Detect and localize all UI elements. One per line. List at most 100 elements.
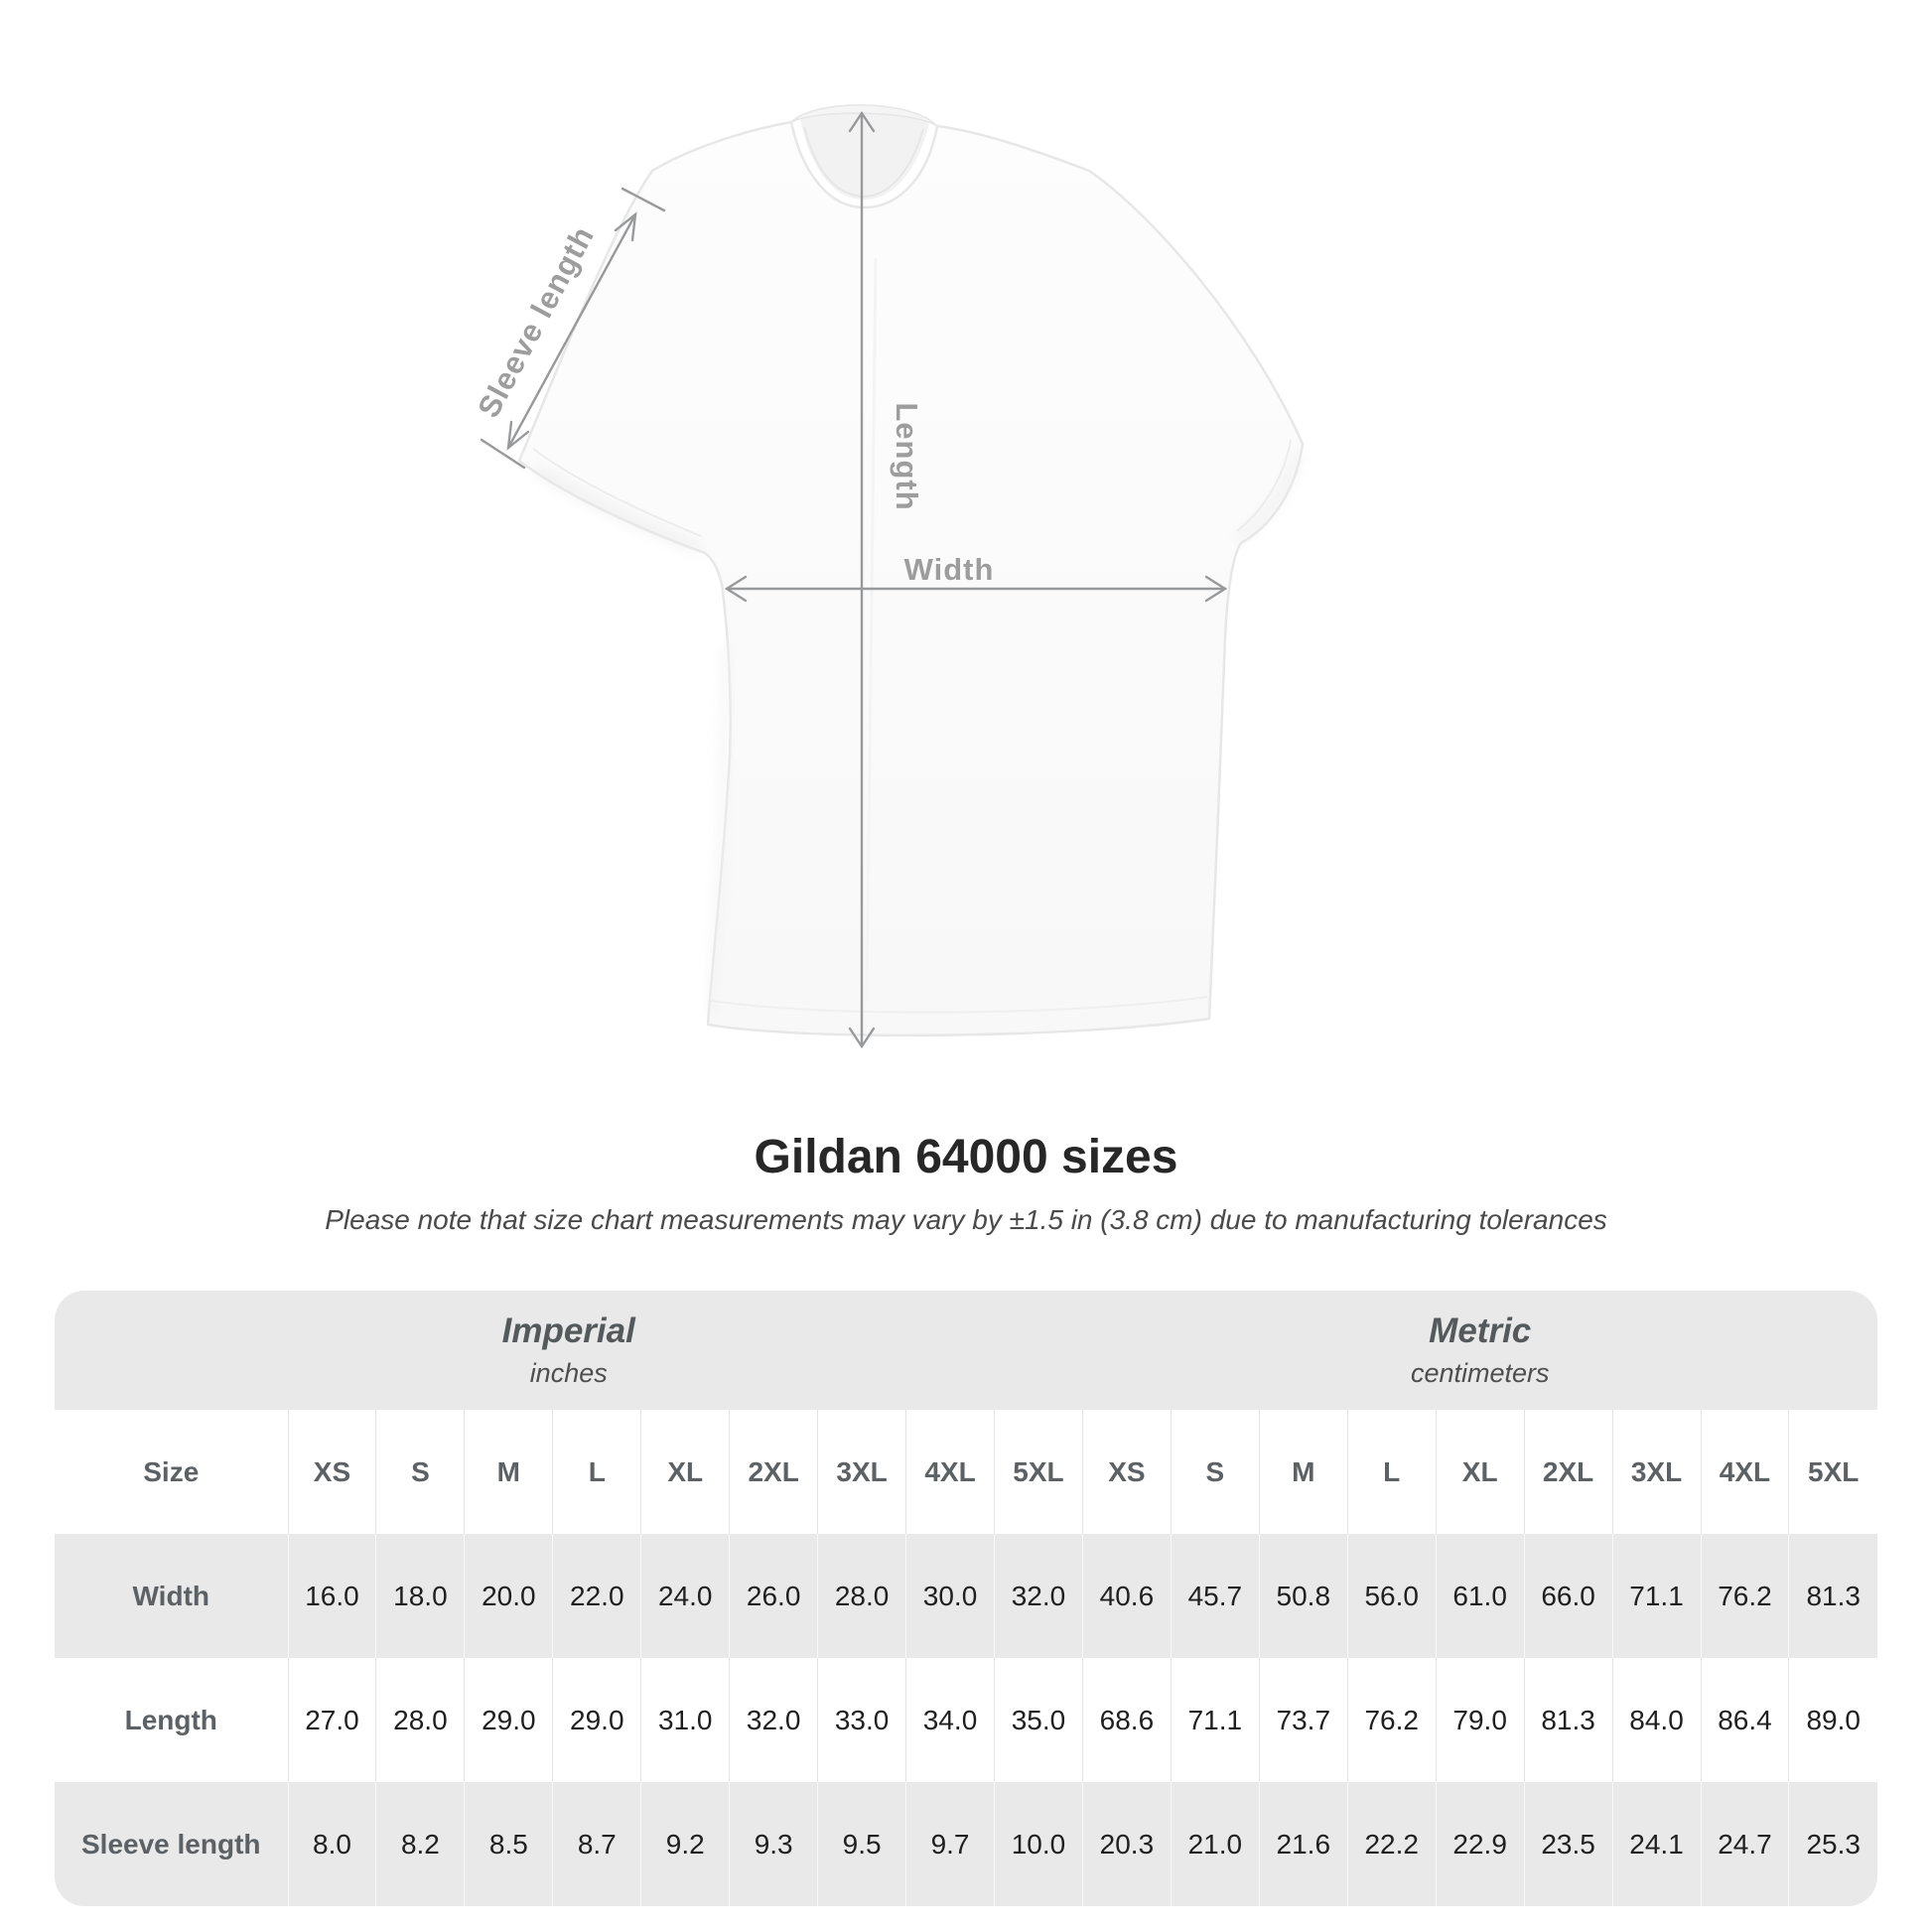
- value-cell: 28.0: [375, 1658, 465, 1782]
- value-cell: 10.0: [994, 1782, 1083, 1906]
- value-cell: 89.0: [1788, 1658, 1877, 1782]
- value-cell: 24.0: [640, 1534, 730, 1658]
- size-col-header: 2XL: [1523, 1410, 1613, 1534]
- value-cell: 30.0: [905, 1534, 995, 1658]
- size-col-header: XL: [1435, 1410, 1525, 1534]
- size-header-row: Size XS S M L XL 2XL 3XL 4XL 5XL XS S M …: [55, 1410, 1877, 1534]
- collar-back-band: [790, 104, 938, 127]
- unit-header-row: Imperial inches Metric centimeters: [55, 1291, 1877, 1410]
- sleeve-length-row: Sleeve length 8.0 8.2 8.5 8.7 9.2 9.3 9.…: [55, 1782, 1877, 1906]
- tolerance-note: Please note that size chart measurements…: [325, 1204, 1607, 1235]
- value-cell: 27.0: [287, 1658, 376, 1782]
- value-cell: 40.6: [1081, 1534, 1172, 1658]
- value-cell: 29.0: [464, 1658, 553, 1782]
- crease-line: [865, 257, 878, 1002]
- value-cell: 9.7: [905, 1782, 995, 1906]
- value-cell: 21.6: [1258, 1782, 1348, 1906]
- size-col-header: XL: [640, 1410, 730, 1534]
- value-cell: 8.2: [375, 1782, 465, 1906]
- size-col-header: 4XL: [1700, 1410, 1789, 1534]
- value-cell: 31.0: [640, 1658, 730, 1782]
- value-cell: 22.9: [1435, 1782, 1525, 1906]
- value-cell: 32.0: [994, 1534, 1083, 1658]
- tshirt-figure: Length Width Sleeve length: [471, 104, 1305, 1049]
- sleeve-hem-seam-left: [532, 448, 702, 537]
- sleeve-shadow-left: [533, 465, 702, 554]
- value-cell: 8.5: [464, 1782, 553, 1906]
- value-cell: 24.1: [1611, 1782, 1701, 1906]
- size-col-header: S: [1170, 1410, 1260, 1534]
- row-label: Sleeve length: [55, 1782, 288, 1906]
- length-label: Length: [890, 402, 924, 510]
- collar-opening: [800, 110, 929, 200]
- value-cell: 23.5: [1523, 1782, 1613, 1906]
- imperial-title: Imperial: [501, 1311, 635, 1350]
- value-cell: 71.1: [1611, 1534, 1701, 1658]
- value-cell: 9.5: [817, 1782, 906, 1906]
- value-cell: 71.1: [1170, 1658, 1260, 1782]
- value-cell: 45.7: [1170, 1534, 1260, 1658]
- value-cell: 68.6: [1081, 1658, 1172, 1782]
- value-cell: 81.3: [1523, 1658, 1613, 1782]
- value-cell: 9.2: [640, 1782, 730, 1906]
- length-arrow: [848, 110, 876, 1049]
- value-cell: 76.2: [1700, 1534, 1789, 1658]
- row-label: Length: [55, 1658, 288, 1782]
- value-cell: 25.3: [1788, 1782, 1877, 1906]
- value-cell: 16.0: [287, 1534, 376, 1658]
- imperial-unit: inches: [529, 1358, 608, 1388]
- value-cell: 81.3: [1788, 1534, 1877, 1658]
- size-col-header: L: [1346, 1410, 1437, 1534]
- row-label: Width: [55, 1534, 288, 1658]
- value-cell: 84.0: [1611, 1658, 1701, 1782]
- value-cell: 50.8: [1258, 1534, 1348, 1658]
- value-cell: 35.0: [994, 1658, 1083, 1782]
- metric-unit: centimeters: [1410, 1358, 1550, 1388]
- size-label: Size: [55, 1410, 288, 1534]
- value-cell: 26.0: [729, 1534, 818, 1658]
- size-col-header: XS: [1081, 1410, 1172, 1534]
- imperial-header: Imperial inches: [55, 1291, 1083, 1410]
- value-cell: 9.3: [729, 1782, 818, 1906]
- size-col-header: 3XL: [1611, 1410, 1701, 1534]
- value-cell: 22.0: [552, 1534, 641, 1658]
- size-col-header: 5XL: [994, 1410, 1083, 1534]
- sleeve-shadow-right: [1236, 451, 1303, 543]
- width-row: Width 16.0 18.0 20.0 22.0 24.0 26.0 28.0…: [55, 1534, 1877, 1658]
- metric-header: Metric centimeters: [1082, 1291, 1877, 1410]
- size-col-header: M: [1258, 1410, 1348, 1534]
- value-cell: 79.0: [1435, 1658, 1525, 1782]
- metric-title: Metric: [1429, 1311, 1532, 1350]
- size-col-header: 5XL: [1788, 1410, 1877, 1534]
- value-cell: 21.0: [1170, 1782, 1260, 1906]
- body-shadow-left: [707, 644, 731, 1014]
- value-cell: 32.0: [729, 1658, 818, 1782]
- value-cell: 29.0: [552, 1658, 641, 1782]
- width-label: Width: [904, 552, 995, 587]
- size-col-header: 2XL: [729, 1410, 818, 1534]
- value-cell: 76.2: [1346, 1658, 1437, 1782]
- value-cell: 20.0: [464, 1534, 553, 1658]
- size-col-header: L: [552, 1410, 641, 1534]
- collar-front-seam: [803, 126, 924, 199]
- size-col-header: S: [375, 1410, 465, 1534]
- length-row: Length 27.0 28.0 29.0 29.0 31.0 32.0 33.…: [55, 1658, 1877, 1782]
- value-cell: 8.7: [552, 1782, 641, 1906]
- value-cell: 66.0: [1523, 1534, 1613, 1658]
- size-col-header: 4XL: [905, 1410, 995, 1534]
- size-col-header: XS: [287, 1410, 376, 1534]
- page-title: Gildan 64000 sizes: [754, 1131, 1178, 1183]
- value-cell: 34.0: [905, 1658, 995, 1782]
- value-cell: 73.7: [1258, 1658, 1348, 1782]
- size-col-header: 3XL: [817, 1410, 906, 1534]
- value-cell: 61.0: [1435, 1534, 1525, 1658]
- value-cell: 56.0: [1346, 1534, 1437, 1658]
- sleeve-hem-seam-right: [1236, 439, 1292, 532]
- value-cell: 86.4: [1700, 1658, 1789, 1782]
- sleeve-length-arrow: [480, 187, 666, 470]
- value-cell: 24.7: [1700, 1782, 1789, 1906]
- value-cell: 22.2: [1346, 1782, 1437, 1906]
- size-table-grid: Imperial inches Metric centimeters Size …: [55, 1291, 1877, 1906]
- value-cell: 28.0: [817, 1534, 906, 1658]
- size-col-header: M: [464, 1410, 553, 1534]
